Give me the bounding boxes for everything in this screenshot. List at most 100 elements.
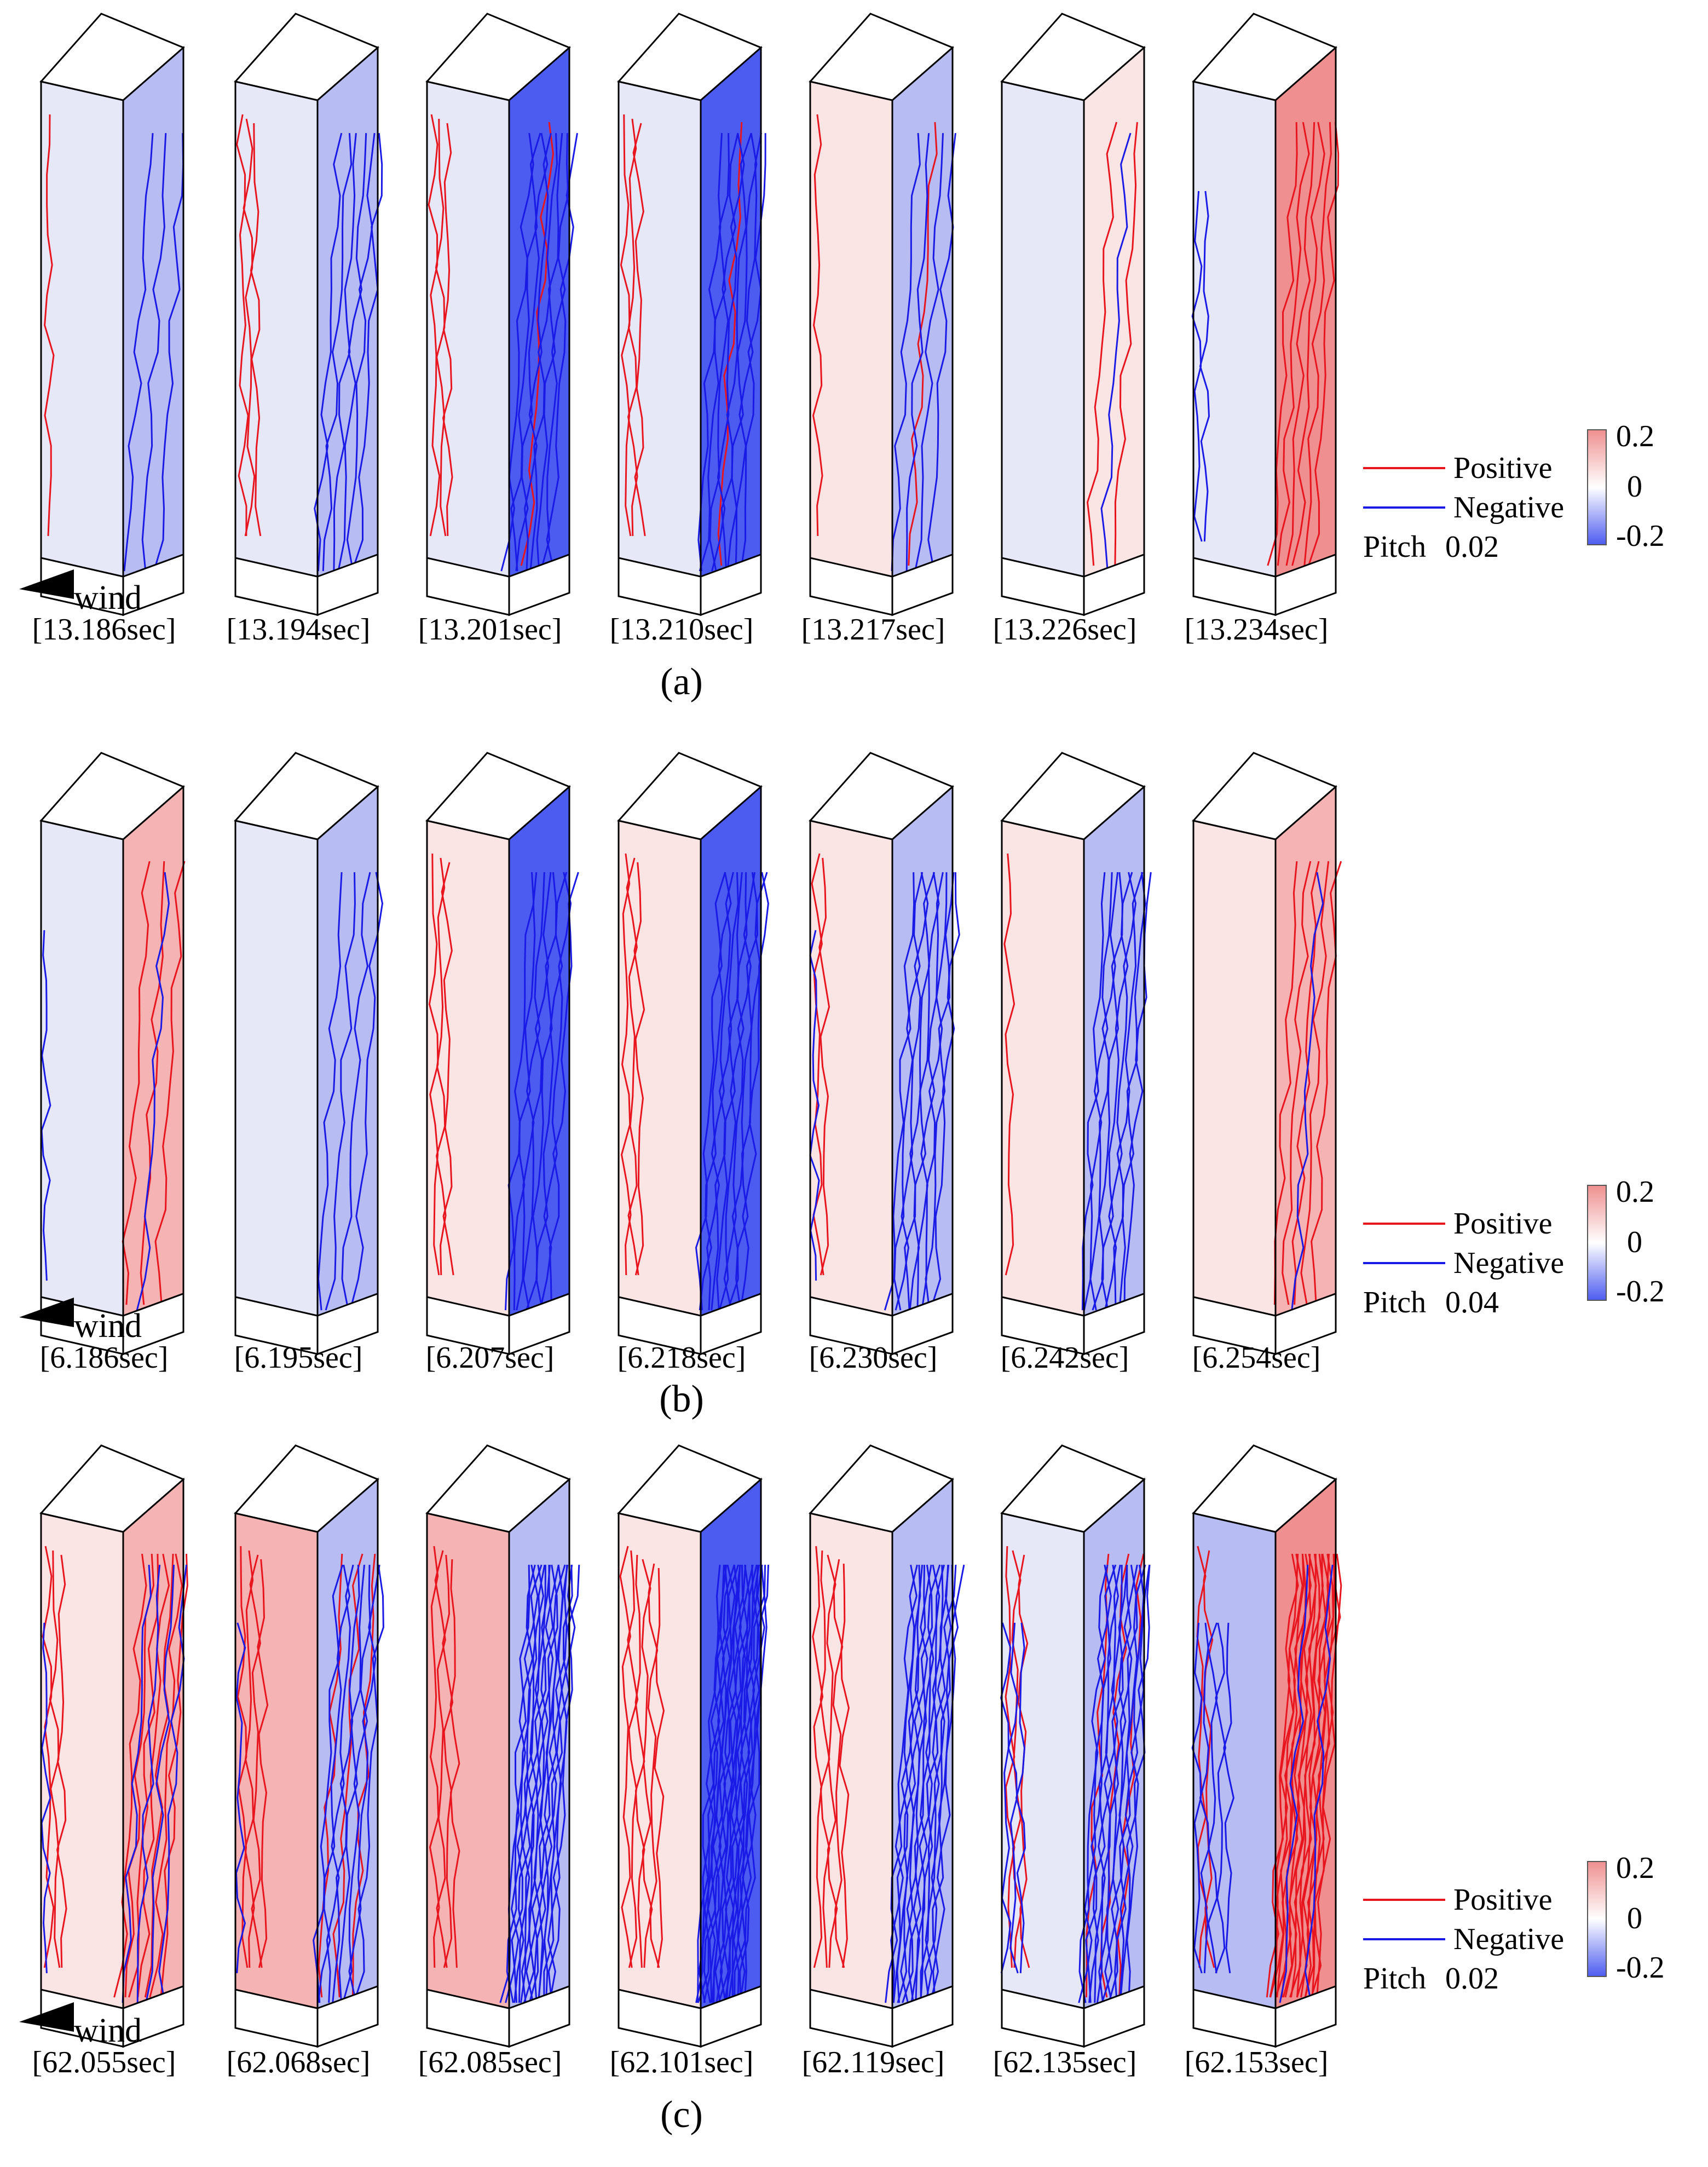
legend-positive-label: Positive — [1453, 451, 1552, 485]
contours-right — [505, 872, 579, 1311]
panel-c: [62.055sec] [62.068sec] [62.085sec] [62.101… — [19, 1444, 1665, 2136]
contours-left — [1003, 853, 1015, 1276]
contours-left — [812, 1546, 850, 1968]
time-label: [62.085sec] — [418, 2045, 562, 2079]
contours-right — [697, 122, 766, 572]
frame-b-1: [6.186sec] — [39, 752, 186, 1375]
windward-face — [235, 82, 318, 577]
time-label: [62.055sec] — [32, 2045, 176, 2079]
windward-face — [41, 821, 123, 1316]
color-scale-bar — [1587, 1185, 1607, 1301]
windward-face — [235, 1513, 318, 2009]
time-label: [62.119sec] — [802, 2045, 945, 2079]
panel-b: [6.186sec] [6.195sec] [6.207sec] [6.218sec]… — [19, 752, 1665, 1420]
windward-face — [810, 82, 892, 577]
time-label: [6.186sec] — [40, 1341, 169, 1375]
windward-face — [235, 821, 318, 1316]
contours-right — [1267, 122, 1340, 566]
frame-c-3: [62.085sec] — [418, 1444, 580, 2079]
side-face — [123, 787, 183, 1316]
frame-b-4: [6.218sec] — [617, 752, 769, 1375]
time-label: [13.186sec] — [32, 613, 176, 647]
contours-right — [885, 1564, 965, 2003]
legend-negative-label: Negative — [1453, 1922, 1564, 1956]
windward-face — [619, 82, 701, 577]
pitch-value: 0.02 — [1445, 530, 1499, 564]
time-label: [13.201sec] — [418, 613, 562, 647]
pitch-value: 0.04 — [1445, 1286, 1499, 1319]
contours-left — [1000, 1546, 1030, 1974]
legend-positive-label: Positive — [1453, 1883, 1552, 1917]
scale-mid-label: 0 — [1627, 470, 1642, 504]
contours-right — [314, 132, 383, 572]
frame-b-2: [6.195sec] — [234, 752, 384, 1375]
contours-left — [1191, 1546, 1234, 1974]
frame-c-2: [62.068sec] — [227, 1444, 384, 2079]
time-label: [6.230sec] — [809, 1341, 938, 1375]
time-label: [13.194sec] — [227, 613, 371, 647]
windward-face — [619, 821, 701, 1316]
wind-label: wind — [74, 1307, 142, 1345]
time-label: [6.254sec] — [1192, 1341, 1321, 1375]
scale-mid-label: 0 — [1627, 1901, 1642, 1935]
contours-left — [41, 1546, 67, 1974]
contours-left — [620, 114, 646, 537]
contours-left — [428, 853, 454, 1276]
legend-negative-label: Negative — [1453, 1246, 1564, 1280]
legend-positive-label: Positive — [1453, 1207, 1552, 1241]
frame-b-3: [6.207sec] — [425, 752, 579, 1375]
contours-left — [429, 1546, 460, 1968]
wind-arrow-icon — [19, 1298, 74, 1327]
scale-max-label: 0.2 — [1616, 1851, 1654, 1885]
frame-a-2: [13.194sec] — [227, 13, 383, 647]
contours-right — [317, 872, 384, 1311]
time-label: [62.068sec] — [227, 2045, 371, 2079]
panel-label: (a) — [660, 661, 703, 703]
scale-mid-label: 0 — [1627, 1225, 1642, 1259]
time-label: [13.226sec] — [993, 613, 1137, 647]
contours-right — [884, 872, 960, 1311]
time-label: [62.135sec] — [993, 2045, 1137, 2079]
frame-b-6: [6.242sec] — [1000, 752, 1152, 1375]
time-label: [13.234sec] — [1185, 613, 1329, 647]
contours-right — [113, 1553, 188, 2003]
frame-a-3: [13.201sec] — [418, 13, 578, 647]
contours-right — [123, 132, 184, 572]
time-label: [62.153sec] — [1185, 2045, 1329, 2079]
windward-face — [1193, 1513, 1276, 2009]
contours-right — [1081, 872, 1152, 1311]
wind-label: wind — [74, 2012, 142, 2049]
contours-left — [620, 853, 645, 1276]
frame-a-6: [13.226sec] — [993, 13, 1146, 647]
contours-right — [1078, 1553, 1151, 2003]
frame-a-4: [13.210sec] — [610, 13, 766, 647]
windward-face — [1193, 82, 1276, 577]
contours-left — [428, 114, 453, 537]
contours-left — [1191, 191, 1210, 542]
frame-a-7: [13.234sec] — [1185, 13, 1340, 647]
contours-left — [235, 1546, 269, 1974]
time-label: [6.218sec] — [618, 1341, 746, 1375]
windward-face — [1002, 821, 1084, 1316]
contours-left — [41, 930, 51, 1281]
side-face — [1084, 787, 1144, 1316]
legend: Positive Negative Pitch 0.02 0.2 0 -0.2 — [1363, 419, 1665, 564]
wind-arrow-icon — [19, 569, 74, 599]
frame-b-7: [6.254sec] — [1192, 752, 1342, 1375]
scale-min-label: -0.2 — [1616, 519, 1665, 553]
pitch-label: Pitch — [1363, 530, 1426, 564]
frame-c-1: [62.055sec] — [32, 1444, 188, 2079]
windward-face — [427, 821, 509, 1316]
frame-c-5: [62.119sec] — [802, 1444, 965, 2079]
windward-face — [41, 1513, 123, 2009]
frame-c-7: [62.153sec] — [1185, 1444, 1342, 2079]
color-scale-bar — [1587, 1861, 1607, 1977]
side-face — [123, 48, 183, 577]
scale-max-label: 0.2 — [1616, 419, 1654, 453]
legend-negative-label: Negative — [1453, 491, 1564, 525]
frame-c-6: [62.135sec] — [993, 1444, 1151, 2079]
wind-arrow-icon — [19, 2002, 74, 2032]
panel-label: (c) — [660, 2094, 703, 2136]
scale-min-label: -0.2 — [1616, 1275, 1665, 1309]
